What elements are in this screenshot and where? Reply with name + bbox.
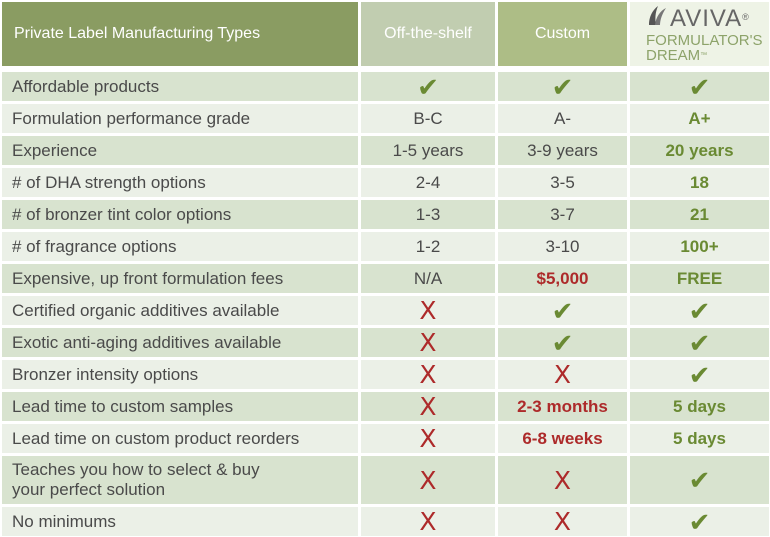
logo-brand-text: AVIVA bbox=[670, 5, 743, 32]
row-label: # of fragrance options bbox=[2, 232, 358, 261]
check-icon: ✔ bbox=[688, 295, 711, 326]
check-icon: ✔ bbox=[551, 295, 574, 326]
cell-custom: 3-10 bbox=[498, 232, 627, 261]
leaf-icon bbox=[646, 5, 668, 33]
cell-aviva: 5 days bbox=[630, 392, 769, 421]
cell-off-the-shelf: B-C bbox=[361, 104, 495, 133]
cell-custom: 3-5 bbox=[498, 168, 627, 197]
header-off-the-shelf: Off-the-shelf bbox=[361, 2, 495, 66]
cell-aviva: 20 years bbox=[630, 136, 769, 165]
row-label: Lead time on custom product reorders bbox=[2, 424, 358, 453]
header-aviva-logo: AVIVA ® FORMULATOR'S DREAM™ bbox=[630, 2, 769, 66]
cell-aviva: 5 days bbox=[630, 424, 769, 453]
cross-icon: X bbox=[553, 507, 572, 536]
logo-line-2: DREAM™ bbox=[646, 48, 707, 63]
row-label-line-2: your perfect solution bbox=[12, 480, 166, 499]
cell-custom: X bbox=[498, 456, 627, 504]
check-icon: ✔ bbox=[688, 506, 711, 537]
logo-line-2-text: DREAM bbox=[646, 47, 701, 64]
cross-icon: X bbox=[553, 360, 572, 389]
row-label: Exotic anti-aging additives available bbox=[2, 328, 358, 357]
header-feature-column: Private Label Manufacturing Types bbox=[2, 2, 358, 66]
cell-aviva: 21 bbox=[630, 200, 769, 229]
cell-aviva: ✔ bbox=[630, 507, 769, 536]
cell-off-the-shelf: X bbox=[361, 328, 495, 357]
cell-aviva: 18 bbox=[630, 168, 769, 197]
cell-off-the-shelf: X bbox=[361, 296, 495, 325]
cross-icon: X bbox=[419, 360, 437, 389]
cell-custom: ✔ bbox=[498, 296, 627, 325]
logo-brand: AVIVA ® bbox=[646, 5, 750, 33]
row-label: Certified organic additives available bbox=[2, 296, 358, 325]
check-icon: ✔ bbox=[688, 327, 711, 358]
cross-icon: X bbox=[419, 328, 437, 357]
row-label: No minimums bbox=[2, 507, 358, 536]
cell-off-the-shelf: N/A bbox=[361, 264, 495, 293]
trademark-mark: ™ bbox=[700, 52, 708, 59]
row-label: Expensive, up front formulation fees bbox=[2, 264, 358, 293]
cell-off-the-shelf: 2-4 bbox=[361, 168, 495, 197]
cell-aviva: ✔ bbox=[630, 360, 769, 389]
cell-off-the-shelf: X bbox=[361, 456, 495, 504]
cross-icon: X bbox=[419, 392, 437, 421]
cell-custom: ✔ bbox=[498, 328, 627, 357]
cell-aviva: ✔ bbox=[630, 72, 769, 101]
registered-mark: ® bbox=[742, 12, 750, 22]
cell-off-the-shelf: 1-2 bbox=[361, 232, 495, 261]
cell-custom: X bbox=[498, 507, 627, 536]
row-label: Lead time to custom samples bbox=[2, 392, 358, 421]
cell-custom: 2-3 months bbox=[498, 392, 627, 421]
cell-off-the-shelf: X bbox=[361, 507, 495, 536]
logo-line-1: FORMULATOR'S bbox=[646, 32, 763, 49]
cross-icon: X bbox=[419, 465, 437, 495]
cell-custom: A- bbox=[498, 104, 627, 133]
check-icon: ✔ bbox=[688, 71, 711, 102]
cell-custom: 6-8 weeks bbox=[498, 424, 627, 453]
cross-icon: X bbox=[419, 424, 437, 453]
check-icon: ✔ bbox=[417, 71, 439, 102]
cell-aviva: A+ bbox=[630, 104, 769, 133]
cell-aviva: FREE bbox=[630, 264, 769, 293]
row-label: Affordable products bbox=[2, 72, 358, 101]
check-icon: ✔ bbox=[688, 465, 711, 495]
check-icon: ✔ bbox=[688, 359, 711, 390]
cross-icon: X bbox=[553, 465, 572, 495]
cell-off-the-shelf: 1-3 bbox=[361, 200, 495, 229]
cell-off-the-shelf: X bbox=[361, 424, 495, 453]
cell-aviva: ✔ bbox=[630, 328, 769, 357]
cell-custom: 3-7 bbox=[498, 200, 627, 229]
cell-off-the-shelf: X bbox=[361, 360, 495, 389]
cell-aviva: ✔ bbox=[630, 296, 769, 325]
cell-custom: X bbox=[498, 360, 627, 389]
row-label: Experience bbox=[2, 136, 358, 165]
cross-icon: X bbox=[419, 296, 437, 325]
row-label: Teaches you how to select & buy your per… bbox=[2, 456, 358, 504]
cell-off-the-shelf: X bbox=[361, 392, 495, 421]
cell-aviva: ✔ bbox=[630, 456, 769, 504]
row-label-line-1: Teaches you how to select & buy bbox=[12, 460, 260, 479]
cell-off-the-shelf: ✔ bbox=[361, 72, 495, 101]
check-icon: ✔ bbox=[551, 71, 574, 102]
cell-off-the-shelf: 1-5 years bbox=[361, 136, 495, 165]
cell-custom: 3-9 years bbox=[498, 136, 627, 165]
cell-custom: ✔ bbox=[498, 72, 627, 101]
cell-aviva: 100+ bbox=[630, 232, 769, 261]
cross-icon: X bbox=[419, 507, 437, 536]
row-label: Formulation performance grade bbox=[2, 104, 358, 133]
row-label: Bronzer intensity options bbox=[2, 360, 358, 389]
check-icon: ✔ bbox=[551, 327, 574, 358]
cell-custom: $5,000 bbox=[498, 264, 627, 293]
row-label: # of bronzer tint color options bbox=[2, 200, 358, 229]
header-custom: Custom bbox=[498, 2, 627, 66]
row-label: # of DHA strength options bbox=[2, 168, 358, 197]
